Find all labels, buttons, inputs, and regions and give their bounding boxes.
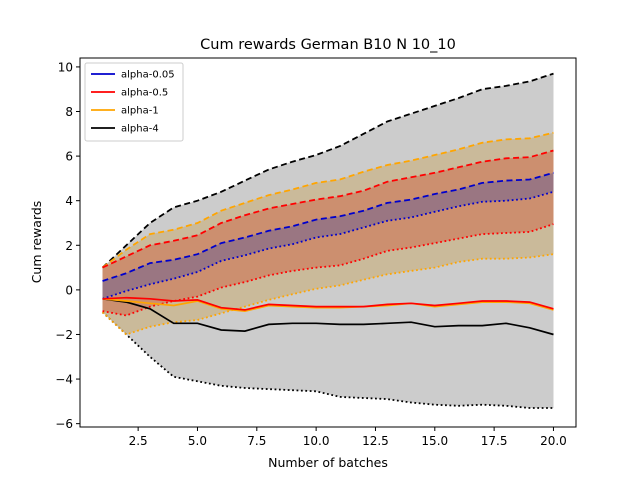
x-tick-label: 12.5 — [362, 434, 389, 448]
series-lines — [101, 72, 554, 409]
band-alpha-1 — [102, 132, 554, 335]
mean-line-alpha-4 — [102, 297, 554, 336]
legend-label: alpha-0.05 — [121, 70, 175, 81]
y-tick-label: 2 — [65, 239, 73, 253]
y-tick-label: 6 — [65, 150, 73, 164]
lower-line-alpha-4 — [101, 311, 554, 409]
x-tick-label: 10.0 — [303, 434, 330, 448]
legend-entry-alpha-0-05: alpha-0.05 — [91, 70, 175, 81]
y-axis-label: Cum rewards — [29, 201, 44, 284]
legend-entry-alpha-0-5: alpha-0.5 — [91, 88, 168, 99]
lower-line-alpha-1 — [101, 253, 554, 336]
x-tick-label: 17.5 — [481, 434, 508, 448]
y-tick-label: 8 — [65, 105, 73, 119]
y-tick-label: −2 — [55, 328, 73, 342]
upper-line-alpha-1 — [101, 131, 554, 269]
x-axis: 2.5 5.0 7.5 10.0 12.5 15.0 17.5 20.0 — [129, 427, 567, 448]
chart-title: Cum rewards German B10 N 10_10 — [200, 37, 456, 53]
legend-label: alpha-4 — [121, 124, 159, 135]
x-axis-label: Number of batches — [268, 455, 388, 470]
x-tick-label: 20.0 — [540, 434, 567, 448]
legend-entry-alpha-1: alpha-1 — [91, 106, 159, 117]
mean-line-alpha-0-5 — [102, 296, 554, 311]
band-alpha-0-5 — [102, 150, 554, 316]
legend-label: alpha-1 — [121, 106, 159, 117]
x-tick-label: 7.5 — [247, 434, 266, 448]
lower-line-alpha-0-05 — [102, 190, 554, 300]
y-tick-label: 10 — [58, 60, 73, 74]
y-tick-label: −6 — [55, 417, 73, 431]
x-tick-label: 15.0 — [421, 434, 448, 448]
upper-line-alpha-0-05 — [102, 171, 554, 282]
plot-frame — [79, 57, 577, 428]
legend-entry-alpha-4: alpha-4 — [91, 124, 159, 135]
mean-line-alpha-1 — [102, 297, 554, 312]
y-tick-label: 4 — [65, 194, 73, 208]
x-tick-label: 2.5 — [129, 434, 148, 448]
legend-label: alpha-0.5 — [121, 88, 168, 99]
legend: alpha-0.05 alpha-0.5 alpha-1 alpha-4 — [84, 62, 184, 142]
legend-box — [84, 62, 184, 142]
x-tick-label: 5.0 — [188, 434, 207, 448]
y-tick-label: −4 — [55, 373, 73, 387]
y-axis: −6 −4 −2 0 2 4 6 8 10 — [55, 60, 80, 431]
upper-line-alpha-0-5 — [102, 149, 554, 269]
y-tick-label: 0 — [65, 283, 73, 297]
upper-line-alpha-4 — [101, 72, 554, 269]
band-alpha-4 — [102, 73, 554, 408]
